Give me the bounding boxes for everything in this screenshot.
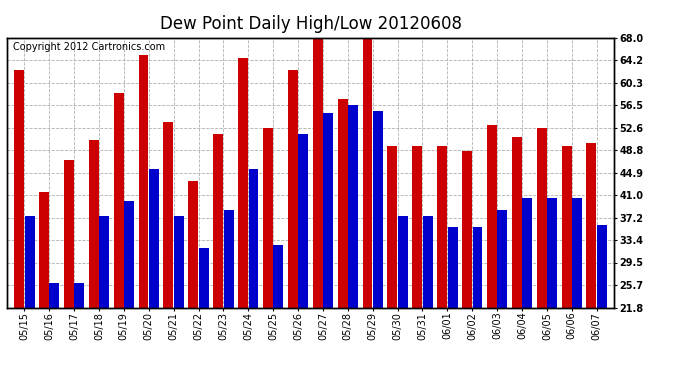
Bar [323, 114, 333, 375]
Bar [188, 181, 198, 375]
Bar [547, 198, 557, 375]
Text: Dew Point Daily High/Low 20120608: Dew Point Daily High/Low 20120608 [159, 15, 462, 33]
Bar [512, 137, 522, 375]
Bar [448, 227, 457, 375]
Bar [348, 105, 358, 375]
Bar [199, 248, 208, 375]
Bar [522, 198, 532, 375]
Bar [387, 146, 397, 375]
Bar [39, 192, 49, 375]
Bar [64, 160, 74, 375]
Bar [224, 210, 234, 375]
Bar [586, 143, 596, 375]
Bar [298, 134, 308, 375]
Bar [99, 216, 109, 375]
Bar [238, 58, 248, 375]
Bar [164, 122, 173, 375]
Bar [149, 169, 159, 375]
Bar [362, 38, 373, 375]
Bar [248, 169, 259, 375]
Bar [398, 216, 408, 375]
Bar [373, 111, 383, 375]
Bar [337, 99, 348, 375]
Bar [497, 210, 507, 375]
Bar [14, 70, 24, 375]
Bar [487, 125, 497, 375]
Bar [288, 70, 298, 375]
Bar [114, 93, 124, 375]
Bar [124, 201, 134, 375]
Bar [597, 225, 607, 375]
Bar [313, 38, 323, 375]
Bar [572, 198, 582, 375]
Bar [75, 283, 84, 375]
Bar [263, 128, 273, 375]
Bar [437, 146, 447, 375]
Bar [413, 146, 422, 375]
Bar [462, 152, 472, 375]
Bar [213, 134, 223, 375]
Bar [423, 216, 433, 375]
Bar [537, 128, 546, 375]
Bar [89, 140, 99, 375]
Text: Copyright 2012 Cartronics.com: Copyright 2012 Cartronics.com [13, 42, 165, 51]
Bar [473, 227, 482, 375]
Bar [139, 55, 148, 375]
Bar [50, 283, 59, 375]
Bar [562, 146, 571, 375]
Bar [273, 245, 284, 375]
Bar [174, 216, 184, 375]
Bar [25, 216, 34, 375]
